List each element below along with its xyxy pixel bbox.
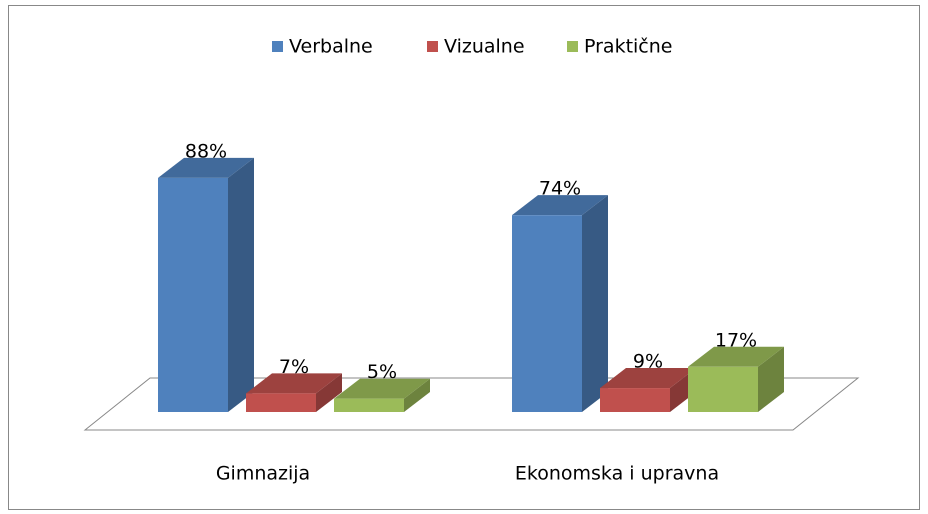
legend-swatch: [567, 41, 578, 52]
bar-side: [316, 373, 342, 412]
data-label: 5%: [367, 361, 397, 383]
legend-swatch: [427, 41, 438, 52]
legend-label: Verbalne: [289, 36, 373, 58]
bar-side: [404, 378, 430, 412]
legend-swatch: [272, 41, 283, 52]
data-label: 17%: [715, 329, 757, 351]
bar: [688, 366, 758, 412]
data-label: 74%: [539, 178, 581, 200]
bar-side: [582, 195, 608, 412]
bar-top: [158, 157, 254, 178]
bar-top: [512, 195, 608, 216]
bar-top: [334, 378, 430, 399]
chart-border: [8, 5, 920, 510]
legend-label: Vizualne: [444, 36, 525, 58]
data-label: 7%: [279, 356, 309, 378]
bar: [246, 393, 316, 412]
legend-label: Praktične: [584, 36, 673, 58]
bar: [512, 215, 582, 412]
data-label: 88%: [185, 140, 227, 162]
x-tick-label: Gimnazija: [216, 463, 310, 485]
bar: [334, 398, 404, 412]
bar-top: [246, 373, 342, 394]
x-tick-label: Ekonomska i upravna: [515, 463, 719, 485]
bar: [158, 177, 228, 412]
bar-side: [758, 346, 784, 412]
bar: [600, 388, 670, 412]
bar-top: [688, 346, 784, 367]
bar-side: [228, 157, 254, 412]
data-label: 9%: [633, 351, 663, 373]
bar-top: [600, 368, 696, 389]
